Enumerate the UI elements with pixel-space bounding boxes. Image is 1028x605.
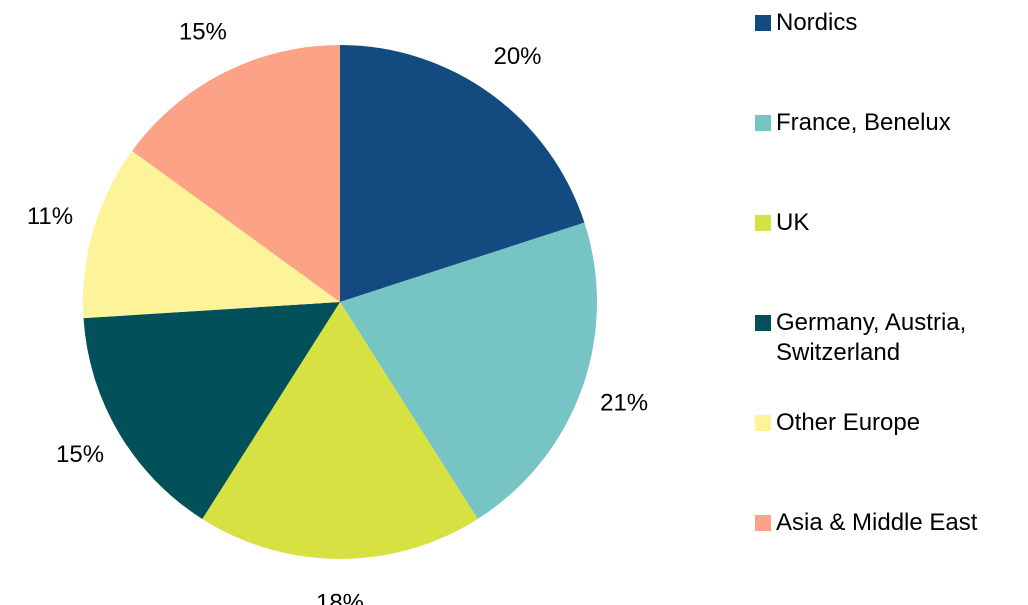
pie-slice: [83, 302, 340, 519]
legend-swatch: [755, 15, 771, 31]
data-label: 11%: [27, 203, 73, 230]
legend-item: Other Europe: [755, 408, 1026, 438]
legend-label: Asia & Middle East: [776, 509, 978, 536]
pie-slice: [202, 302, 478, 559]
legend-label: Other Europe: [776, 409, 921, 436]
data-label: 21%: [600, 390, 648, 417]
data-label: 15%: [56, 441, 104, 468]
pie-slice: [83, 150, 340, 319]
pie-slice: [340, 45, 585, 302]
legend-item: Asia & Middle East: [755, 508, 1026, 538]
pie-slice: [132, 45, 340, 302]
chart: 20% 21% 18% 15% 11% 15%: [27, 18, 648, 605]
data-label: 18%: [316, 589, 364, 605]
legend-swatch: [755, 315, 771, 331]
pie-slice: [340, 222, 597, 519]
legend-swatch: [755, 515, 771, 531]
legend-item: Nordics: [755, 8, 1026, 38]
legend: Nordics France, Benelux UK Germany, Austria…: [755, 0, 1028, 605]
data-label: 20%: [493, 43, 541, 70]
legend-label: France, Benelux: [776, 109, 951, 136]
legend-label: UK: [776, 209, 810, 236]
legend-swatch: [755, 415, 771, 431]
legend-item: France, Benelux: [755, 108, 1026, 138]
legend-swatch: [755, 115, 771, 131]
legend-label: Germany, Austria, Switzerland: [776, 309, 967, 366]
legend-item: Germany, Austria, Switzerland: [755, 308, 1026, 368]
data-label: 15%: [179, 18, 227, 45]
legend-item: UK: [755, 208, 1026, 238]
legend-swatch: [755, 215, 771, 231]
legend-label: Nordics: [776, 9, 858, 36]
